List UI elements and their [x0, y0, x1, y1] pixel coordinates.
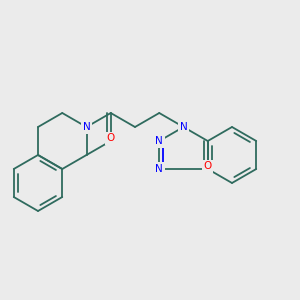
- Text: N: N: [82, 122, 90, 132]
- Text: N: N: [180, 122, 188, 132]
- Text: N: N: [155, 136, 163, 146]
- Text: O: O: [204, 161, 212, 171]
- Text: O: O: [106, 133, 115, 143]
- Text: N: N: [155, 164, 163, 174]
